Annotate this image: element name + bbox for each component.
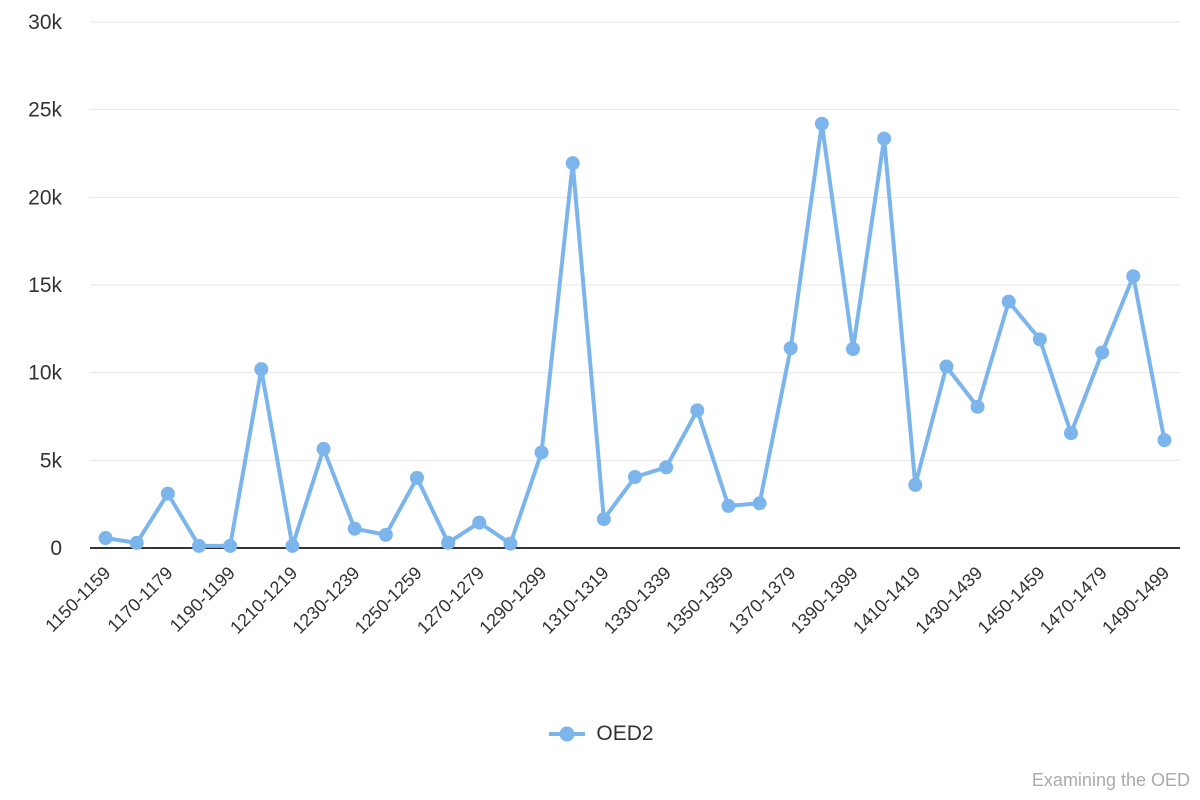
x-axis-tick-label: 1310-1319 [538, 563, 613, 638]
data-point[interactable] [1032, 332, 1047, 347]
data-point[interactable] [160, 486, 175, 501]
data-point[interactable] [472, 515, 487, 530]
data-point[interactable] [783, 341, 798, 356]
legend: OED2 [0, 722, 1200, 746]
data-point[interactable] [1126, 269, 1141, 284]
x-axis-tick-label: 1210-1219 [226, 563, 301, 638]
data-point[interactable] [877, 131, 892, 146]
data-point[interactable] [1095, 345, 1110, 360]
y-axis-tick-label: 5k [40, 449, 63, 472]
y-axis-tick-label: 0 [50, 537, 62, 560]
data-point[interactable] [192, 538, 206, 553]
y-axis-tick-label: 30k [28, 11, 62, 34]
y-axis-tick-label: 20k [28, 186, 62, 209]
y-axis-tick-label: 25k [28, 99, 62, 122]
plot-area: 05k10k15k20k25k30k1150-11591170-11791190… [28, 11, 1180, 638]
y-axis-tick-label: 15k [28, 274, 62, 297]
data-point[interactable] [1001, 294, 1016, 309]
data-point[interactable] [98, 531, 113, 546]
x-axis-tick-label: 1250-1259 [351, 563, 426, 638]
data-point[interactable] [721, 498, 736, 513]
data-point[interactable] [410, 470, 424, 485]
data-point[interactable] [1064, 426, 1078, 441]
data-point[interactable] [285, 538, 300, 553]
data-point[interactable] [939, 359, 954, 374]
legend-item-oed2[interactable]: OED2 [546, 722, 654, 746]
data-point[interactable] [129, 535, 144, 550]
x-axis-tick-label: 1410-1419 [849, 563, 924, 638]
watermark-credit: Examining the OED [1031, 770, 1190, 790]
data-point[interactable] [503, 536, 518, 551]
data-point[interactable] [970, 399, 985, 414]
data-point[interactable] [908, 477, 923, 492]
data-point[interactable] [1157, 433, 1172, 448]
x-axis-tick-label: 1490-1499 [1098, 563, 1173, 638]
x-axis-tick-label: 1150-1159 [41, 563, 114, 636]
data-point[interactable] [690, 403, 705, 418]
data-point[interactable] [223, 538, 238, 553]
x-axis-tick-label: 1170-1179 [104, 563, 177, 636]
x-axis-tick-label: 1350-1359 [662, 563, 737, 638]
y-axis-tick-label: 10k [28, 362, 62, 385]
data-point[interactable] [565, 156, 580, 171]
data-point[interactable] [752, 496, 767, 511]
data-point[interactable] [628, 469, 642, 484]
legend-label: OED2 [596, 722, 654, 745]
data-point[interactable] [316, 441, 331, 456]
data-point[interactable] [441, 535, 456, 550]
legend-marker-icon [549, 726, 586, 742]
data-point[interactable] [596, 512, 611, 527]
data-point[interactable] [378, 527, 393, 542]
data-point[interactable] [347, 521, 362, 536]
x-axis-tick-label: 1450-1459 [974, 563, 1049, 638]
x-axis-tick-label: 1390-1399 [787, 563, 862, 638]
data-point[interactable] [534, 445, 549, 460]
x-axis-tick-label: 1470-1479 [1036, 563, 1111, 638]
data-point[interactable] [814, 116, 829, 131]
data-point[interactable] [254, 362, 269, 377]
x-axis-tick-label: 1330-1339 [600, 563, 675, 638]
data-point[interactable] [846, 341, 860, 356]
x-axis-tick-label: 1370-1379 [725, 563, 800, 638]
x-axis-tick-label: 1270-1279 [413, 563, 488, 638]
data-point[interactable] [659, 460, 674, 475]
x-axis-tick-label: 1230-1239 [289, 563, 364, 638]
